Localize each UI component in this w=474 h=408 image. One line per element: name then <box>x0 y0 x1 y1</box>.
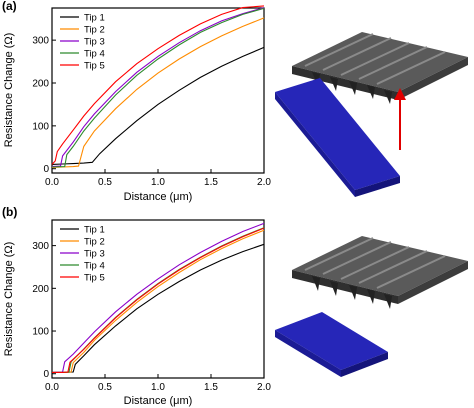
substrate-front <box>355 176 400 197</box>
cantilever-stripe <box>358 250 428 284</box>
axis-ticks: 0.0 0.5 1.0 1.5 2.0 0 100 200 300 <box>32 36 271 188</box>
x-tick-label: 1.5 <box>204 177 218 188</box>
legend-label: Tip 2 <box>84 237 105 248</box>
y-tick-label: 100 <box>32 121 49 132</box>
series-line-tip-2 <box>52 229 265 373</box>
x-tick-label: 2.0 <box>257 177 271 188</box>
axis-ticks: 0.0 0.5 1.0 1.5 2.0 0 100 200 300 <box>32 241 271 393</box>
probe-tip <box>384 294 392 309</box>
cantilever-side <box>398 57 468 100</box>
cantilever-stripe <box>358 46 428 80</box>
probe-tip <box>330 77 338 91</box>
cantilever-stripe <box>322 241 392 275</box>
probe-tip <box>367 289 375 304</box>
cantilever-stripe <box>322 37 392 71</box>
panel-label-b: (b) <box>2 205 17 219</box>
legend-label: Tip 3 <box>84 249 105 260</box>
x-tick-label: 2.0 <box>257 382 271 393</box>
cantilever-stripe <box>376 51 446 85</box>
y-tick-label: 0 <box>43 369 49 380</box>
x-tick-label: 0.5 <box>98 382 112 393</box>
cantilever-stripe <box>304 33 374 67</box>
substrate-side <box>275 92 355 197</box>
x-tick-label: 0.0 <box>45 382 59 393</box>
legend-label: Tip 5 <box>84 273 105 284</box>
y-tick-label: 200 <box>32 284 49 295</box>
cantilever-stripe <box>304 237 374 271</box>
y-axis-label: Resistance Change (Ω) <box>3 242 15 357</box>
cantilever-illustration-a <box>275 32 468 197</box>
cantilever-top <box>292 32 468 92</box>
probe-tip <box>312 276 320 291</box>
series-line-tip-3 <box>51 222 265 373</box>
cantilever-stripe <box>376 255 446 289</box>
series-lines <box>51 5 265 168</box>
y-tick-label: 0 <box>43 164 49 175</box>
y-tick-label: 200 <box>32 79 49 90</box>
series-line-tip-5 <box>52 227 265 373</box>
series-line-tip-1 <box>52 243 265 373</box>
legend-label: Tip 4 <box>84 261 105 272</box>
y-tick-label: 300 <box>32 241 49 252</box>
arrow-head <box>394 88 406 100</box>
series-line-tip-5 <box>51 5 265 165</box>
x-axis-label: Distance (μm) <box>124 191 193 203</box>
substrate-front <box>341 352 388 377</box>
legend-label: Tip 3 <box>84 37 105 48</box>
x-tick-label: 1.5 <box>204 382 218 393</box>
probe-tip <box>384 90 392 104</box>
legend-label: Tip 1 <box>84 225 105 236</box>
probe-tip <box>367 85 375 99</box>
cantilever-stripe <box>340 246 410 280</box>
cantilever-top <box>292 236 468 296</box>
substrate-top <box>275 312 388 370</box>
x-axis-label: Distance (μm) <box>124 395 193 407</box>
series-line-tip-3 <box>51 7 265 168</box>
probe-tip <box>349 81 357 95</box>
y-axis-label: Resistance Change (Ω) <box>3 33 15 148</box>
x-tick-label: 0.0 <box>45 177 59 188</box>
y-tick-label: 300 <box>32 36 49 47</box>
x-tick-label: 1.0 <box>151 382 165 393</box>
series-line-tip-1 <box>51 46 265 165</box>
cantilever-stripe <box>340 42 410 76</box>
legend-label: Tip 4 <box>84 49 105 60</box>
substrate-side <box>275 330 341 377</box>
probe-tip <box>330 281 338 296</box>
legend-label: Tip 5 <box>84 61 105 72</box>
x-tick-label: 1.0 <box>151 177 165 188</box>
cantilever-side <box>398 261 468 304</box>
series-line-tip-4 <box>51 7 265 168</box>
series-line-tip-2 <box>51 17 265 168</box>
probe-tip <box>349 285 357 300</box>
x-tick-label: 0.5 <box>98 177 112 188</box>
legend-label: Tip 2 <box>84 25 105 36</box>
panel-label-a: (a) <box>2 0 17 13</box>
legend-label: Tip 1 <box>84 13 105 24</box>
substrate-top <box>275 78 400 190</box>
series-lines <box>51 222 265 373</box>
cantilever-illustration-b <box>275 236 468 377</box>
y-tick-label: 100 <box>32 327 49 338</box>
